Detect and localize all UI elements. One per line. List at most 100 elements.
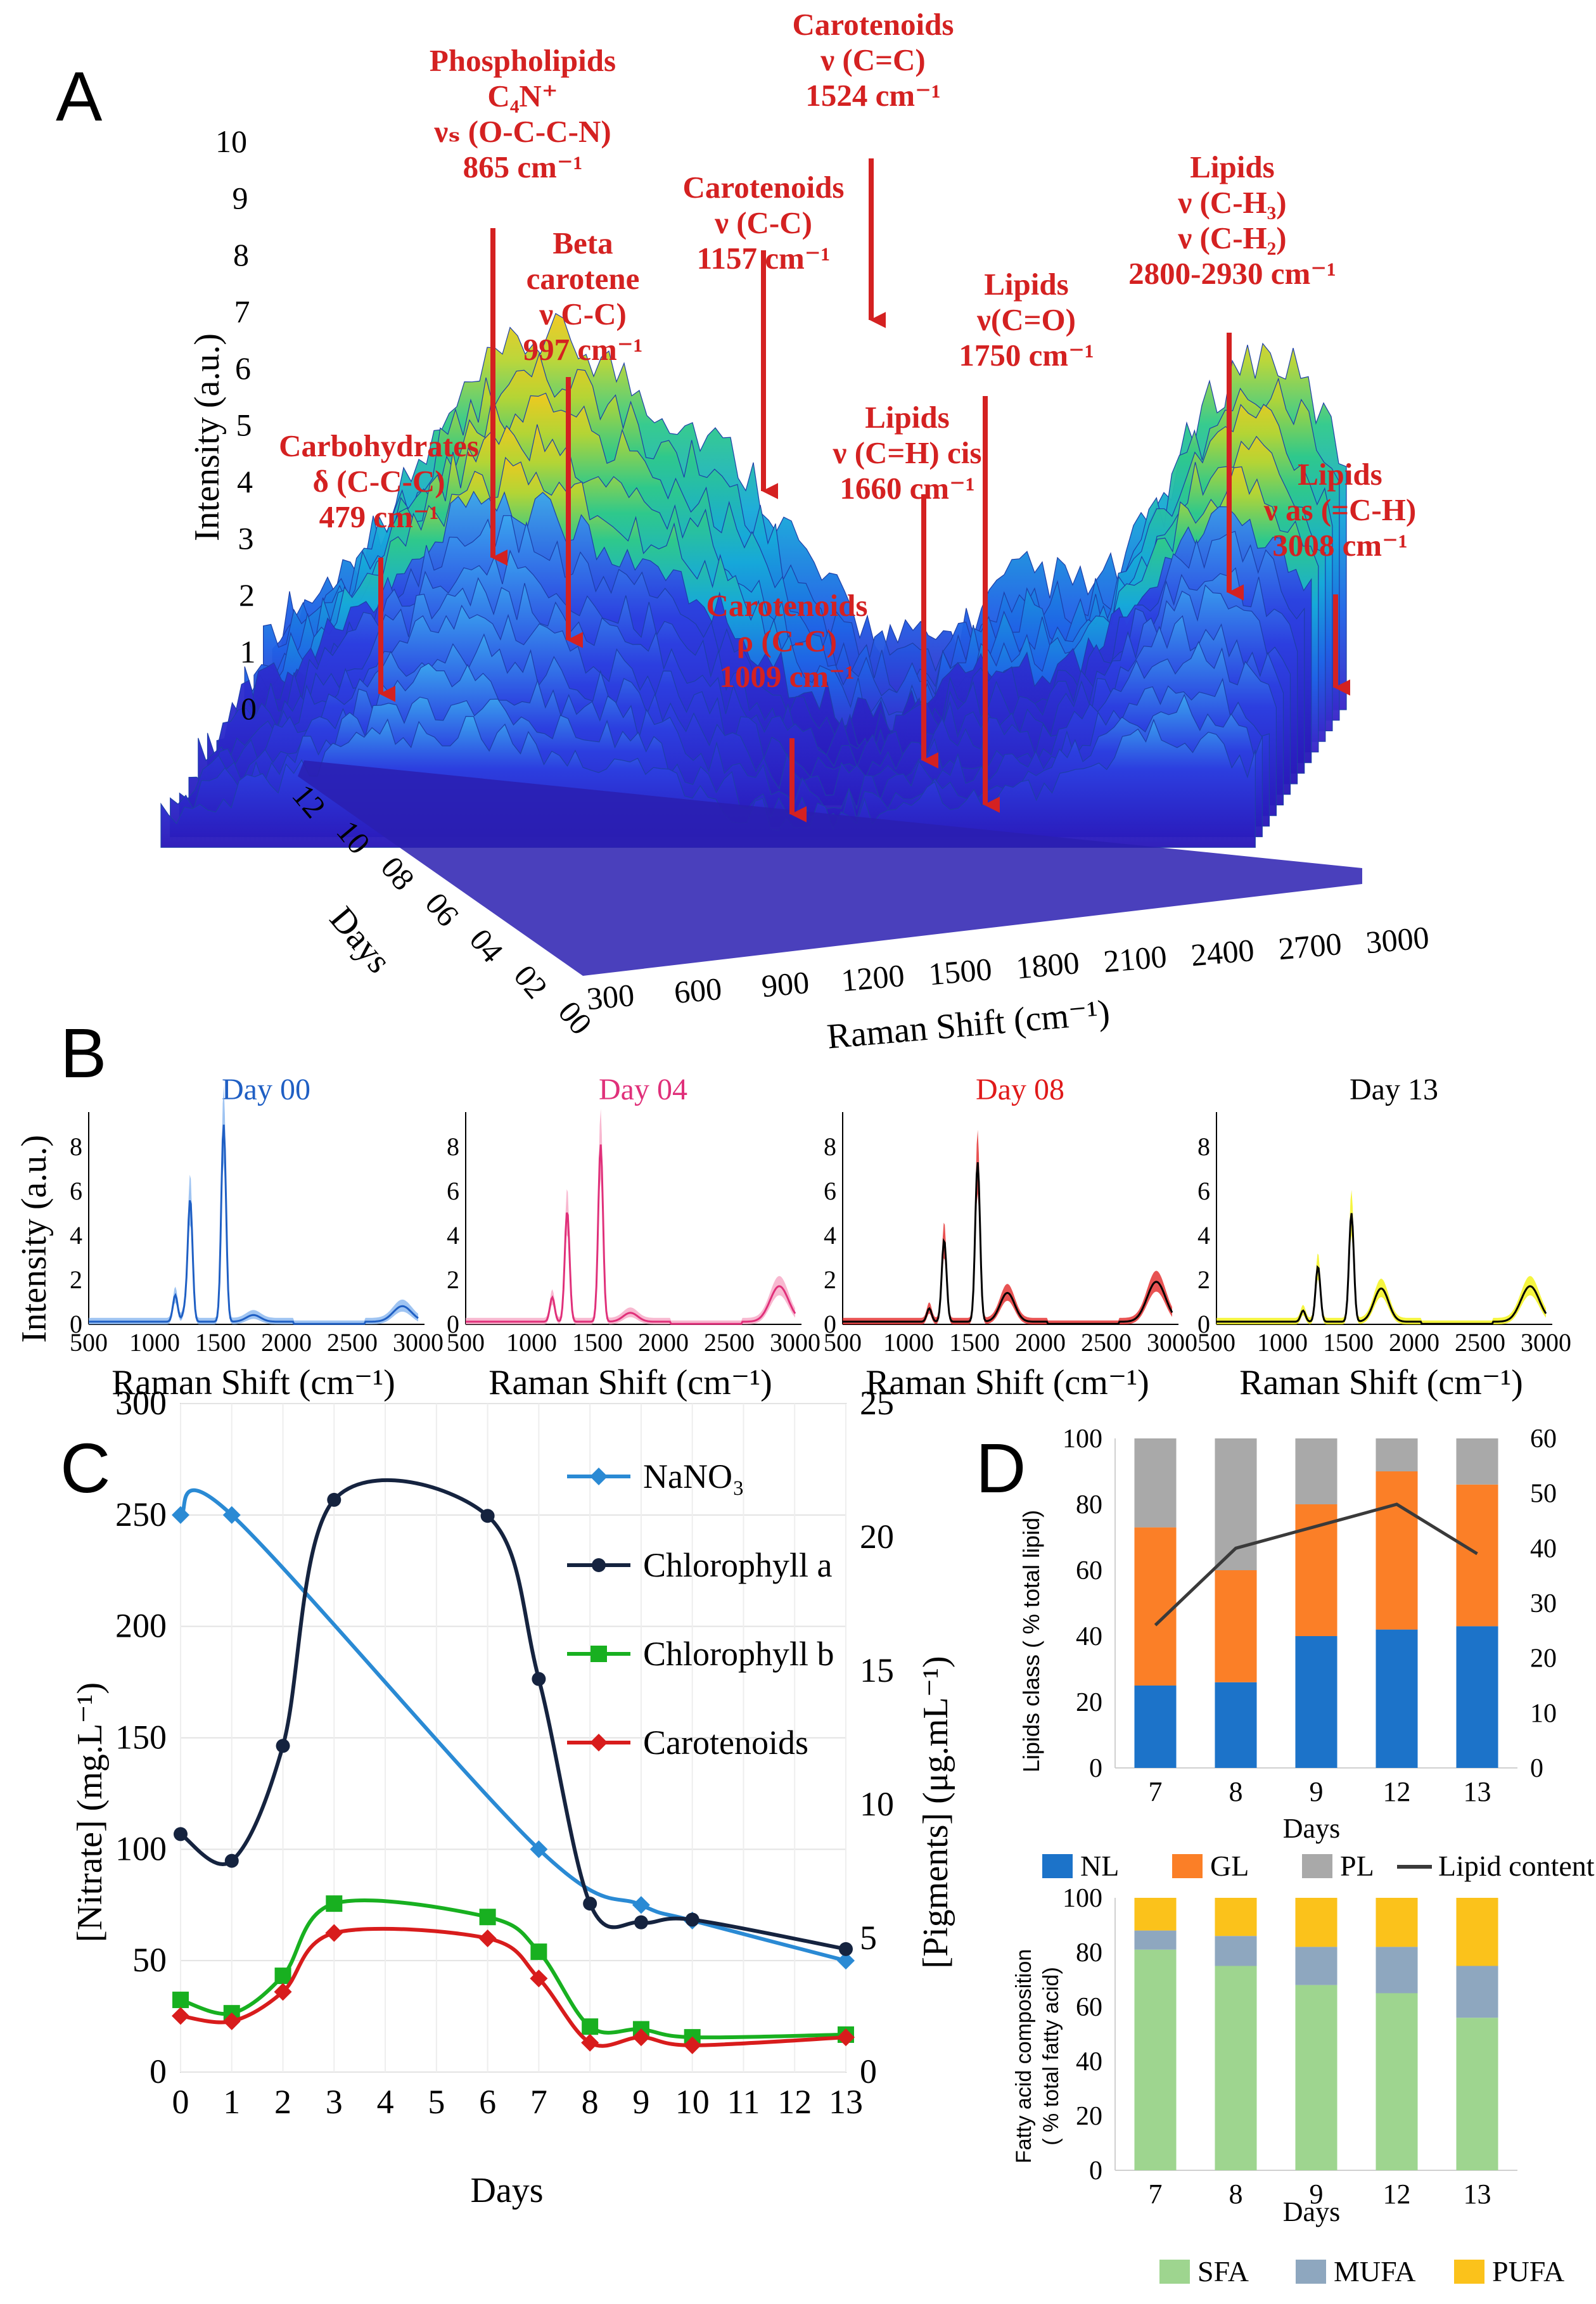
d-x-tick-label: 13	[1464, 1776, 1491, 1807]
c-point	[326, 1895, 343, 1912]
c-x-tick-label: 0	[172, 2083, 189, 2121]
d-bottom-y-axis-title-1: Fatty acid composition	[1012, 1949, 1036, 2163]
b-spectrum-band	[466, 1108, 795, 1324]
b-x-axis-title: Raman Shift (cm⁻¹)	[112, 1363, 395, 1402]
c-x-tick-label: 5	[428, 2083, 445, 2121]
c-point	[327, 1492, 342, 1507]
a-x-tick-label: 3000	[1364, 919, 1431, 961]
c-x-tick-label: 12	[777, 2083, 812, 2121]
b-y-tick-label: 6	[1197, 1177, 1210, 1205]
d-y2-tick-label: 50	[1530, 1480, 1557, 1509]
d-y-tick-label: 60	[1076, 1993, 1102, 2022]
a-annotation-line: Carbohydrates	[279, 428, 479, 463]
c-point	[581, 2033, 599, 2052]
c-point	[837, 2028, 855, 2047]
b-x-tick-label: 2000	[1389, 1328, 1440, 1357]
a-z-tick-label: 04	[463, 922, 511, 969]
b-x-tick-label: 1500	[195, 1328, 246, 1357]
d-y-tick-label: 100	[1063, 1884, 1102, 1913]
c-point	[172, 2007, 189, 2025]
a-annotation-line: 479 cm⁻¹	[319, 499, 439, 534]
d-y2-tick-label: 20	[1530, 1644, 1557, 1674]
c-series-line	[180, 1926, 846, 2048]
d-bar-segment	[1215, 1570, 1257, 1682]
c-y-tick-label: 300	[115, 1384, 167, 1422]
b-spectrum-line	[843, 1162, 1173, 1325]
b-spectrum-band	[843, 1129, 1172, 1324]
a-annotation-line: 865 cm⁻¹	[463, 150, 583, 184]
b-spectrum-line	[1216, 1213, 1547, 1325]
c-series-line	[179, 1478, 846, 1951]
c-x-tick-label: 9	[632, 2083, 649, 2121]
a-x-axis-title: Raman Shift (cm⁻¹)	[826, 993, 1111, 1057]
c-y-axis-title: [Nitrate] (mg.L⁻¹)	[70, 1682, 110, 1942]
b-x-tick-label: 500	[824, 1328, 862, 1357]
a-annotation-line: 997 cm⁻¹	[523, 332, 643, 367]
c-point	[839, 1942, 853, 1956]
d-y-tick-label: 60	[1076, 1556, 1102, 1585]
b-spectrum-line	[89, 1124, 419, 1325]
c-x-tick-label: 10	[675, 2083, 710, 2121]
c-legend-label: NaNO₃	[643, 1457, 744, 1495]
a-y-tick-label: 8	[233, 237, 249, 272]
panel-d-letter: D	[976, 1430, 1026, 1507]
b-y-tick-label: 8	[824, 1132, 836, 1161]
c-point	[222, 1506, 241, 1524]
c-x-axis-title: Days	[470, 2171, 543, 2210]
a-annotation-line: ν(C=O)	[976, 302, 1076, 337]
d-legend-label: PL	[1340, 1850, 1374, 1882]
c-y2-tick-label: 10	[860, 1785, 894, 1823]
a-annotation-line: 3008 cm⁻¹	[1272, 528, 1407, 563]
c-point	[174, 1827, 188, 1841]
d-bar-segment	[1456, 2018, 1498, 2170]
c-y2-tick-label: 0	[860, 2052, 877, 2090]
d-y-tick-label: 100	[1063, 1424, 1102, 1454]
c-x-tick-label: 3	[326, 2083, 343, 2121]
b-x-tick-label: 2500	[704, 1328, 755, 1357]
d-bar-segment	[1295, 1898, 1337, 1947]
d-bar-segment	[1376, 1471, 1418, 1630]
c-y2-tick-label: 20	[860, 1518, 894, 1556]
d-legend-swatch	[1296, 2260, 1326, 2284]
d-bar-segment	[1134, 1686, 1177, 1768]
b-x-tick-label: 500	[1197, 1328, 1235, 1357]
c-point	[530, 1943, 547, 1961]
c-legend-label: Chlorophyll b	[643, 1635, 834, 1673]
a-y-tick-label: 2	[239, 577, 255, 613]
b-y-tick-label: 4	[70, 1221, 82, 1250]
c-series-line	[180, 1898, 846, 2040]
b-x-tick-label: 1000	[883, 1328, 934, 1357]
d-bottom-y-axis-title-2: ( % total fatty acid)	[1039, 1967, 1063, 2146]
a-x-tick-label: 2400	[1189, 932, 1256, 973]
a-annotation-line: Lipids	[865, 400, 949, 435]
d-bar-segment	[1134, 1930, 1177, 1950]
c-x-tick-label: 8	[582, 2083, 599, 2121]
c-point	[532, 1672, 546, 1686]
c-y-tick-label: 200	[115, 1607, 167, 1645]
c-legend-marker	[591, 1646, 607, 1662]
panel-b-letter: B	[60, 1014, 106, 1092]
b-x-tick-label: 3000	[770, 1328, 820, 1357]
d-legend-label: SFA	[1197, 2255, 1249, 2288]
d-bar-segment	[1215, 1966, 1257, 2170]
c-point	[276, 1739, 290, 1753]
c-y2-axis-title: [Pigments] (μg.mL⁻¹)	[916, 1656, 955, 1968]
b-y-tick-label: 0	[1197, 1310, 1210, 1338]
b-x-tick-label: 1000	[1257, 1328, 1308, 1357]
b-spectrum-band	[89, 1085, 418, 1324]
a-annotation-line: ν (C=H) cis	[833, 435, 982, 470]
d-bar-segment	[1376, 1629, 1418, 1768]
a-annotation-line: 1524 cm⁻¹	[805, 78, 940, 113]
d-y2-tick-label: 10	[1530, 1699, 1557, 1728]
a-annotation-line: ν (C=C)	[820, 42, 925, 77]
b-x-tick-label: 1500	[572, 1328, 623, 1357]
b-y-tick-label: 6	[70, 1177, 82, 1205]
d-bar-segment	[1456, 1966, 1498, 2018]
a-y-tick-label: 1	[240, 634, 256, 670]
a-annotation-line: 1750 cm⁻¹	[959, 338, 1094, 373]
